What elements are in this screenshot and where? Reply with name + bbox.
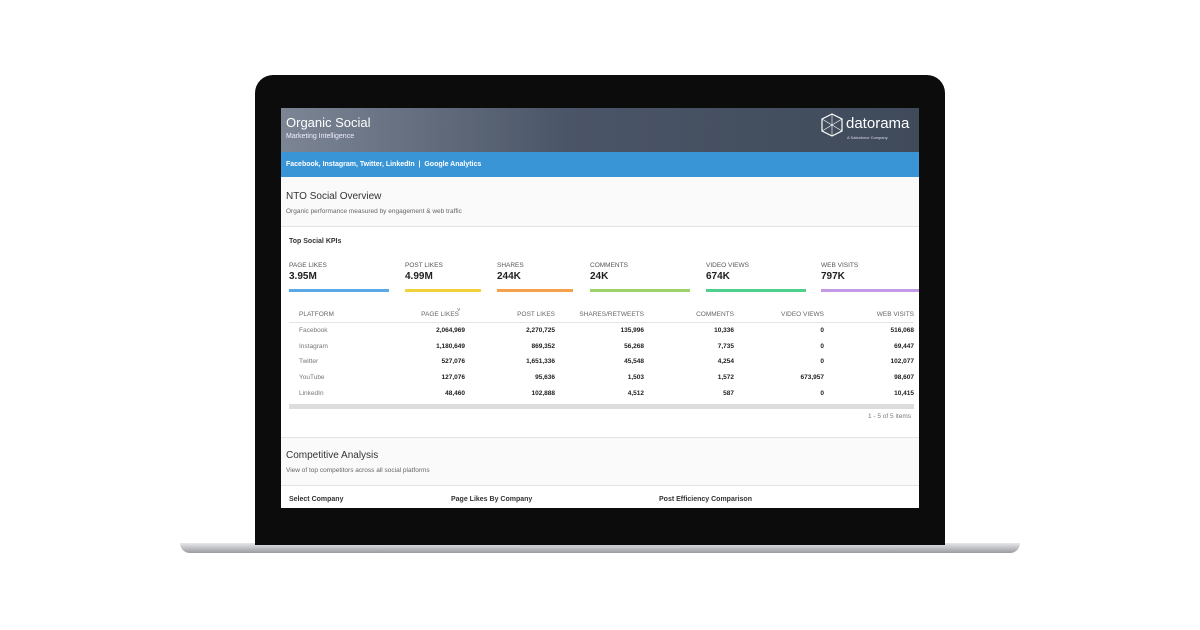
platform-cell: LinkedIn	[299, 389, 324, 397]
header-line	[289, 322, 914, 323]
sort-arrow: ˅	[457, 308, 461, 314]
value-cell: 4,512	[627, 389, 644, 397]
kpi-title: Top Social KPIs	[289, 238, 342, 245]
value-cell: 2,270,725	[526, 327, 555, 334]
platform-cell: YouTube	[299, 374, 325, 382]
column-header: WEB VISITS	[876, 311, 914, 318]
laptop-base	[180, 543, 1020, 553]
header	[281, 108, 919, 152]
logo: datorama	[846, 115, 910, 132]
overview-subtitle: Organic performance measured by engageme…	[286, 208, 462, 215]
value-cell: 869,352	[531, 342, 556, 350]
column-header: PLATFORM	[299, 311, 334, 318]
kpi-label: VIDEO VIEWS	[706, 262, 749, 269]
kpi-value: 3.95M	[289, 271, 317, 282]
kpi-label: COMMENTS	[590, 262, 628, 269]
value-cell: 0	[820, 342, 824, 350]
value-cell: 69,447	[894, 342, 914, 350]
kpi-value: 244K	[497, 271, 521, 282]
value-cell: 0	[820, 327, 824, 334]
column-header: VIDEO VIEWS	[781, 311, 824, 318]
header-title: Organic Social	[286, 115, 371, 130]
value-cell: 2,064,969	[436, 327, 465, 334]
platform-cell: Twitter	[299, 358, 319, 366]
value-cell: 0	[820, 389, 824, 397]
competitive-panel	[281, 485, 919, 508]
value-cell: 527,076	[441, 358, 466, 366]
scrollbar	[289, 404, 914, 409]
kpi-bar	[590, 289, 690, 292]
panel	[281, 226, 919, 438]
nav-text: Facebook, Instagram, Twitter, LinkedIn |…	[286, 161, 482, 168]
kpi-label: WEB VISITS	[821, 262, 859, 269]
value-cell: 48,460	[445, 389, 465, 397]
kpi-label: PAGE LIKES	[289, 262, 327, 269]
kpi-label: SHARES	[497, 262, 524, 269]
overview-title: NTO Social Overview	[286, 191, 382, 202]
value-cell: 135,996	[620, 327, 645, 334]
kpi-bar	[821, 289, 919, 292]
column-header: COMMENTS	[696, 311, 734, 318]
column-header: SHARES/RETWEETS	[579, 311, 644, 318]
nav-bar	[281, 152, 919, 177]
section-title: Page Likes By Company	[451, 496, 533, 503]
competitive-subtitle: View of top competitors across all socia…	[286, 467, 430, 474]
value-cell: 56,268	[624, 342, 644, 350]
competitive-title: Competitive Analysis	[286, 450, 379, 461]
value-cell: 673,957	[800, 374, 825, 382]
platform-cell: Instagram	[299, 342, 328, 350]
value-cell: 0	[820, 358, 824, 366]
value-cell: 127,076	[441, 374, 466, 382]
value-cell: 1,503	[627, 374, 644, 382]
platform-cell: Facebook	[299, 327, 328, 334]
kpi-value: 4.99M	[405, 271, 433, 282]
value-cell: 10,415	[894, 389, 914, 397]
value-cell: 1,572	[717, 374, 734, 382]
kpi-value: 674K	[706, 271, 730, 282]
column-header: POST LIKES	[517, 311, 555, 318]
value-cell: 102,077	[890, 358, 915, 366]
kpi-bar	[706, 289, 806, 292]
kpi-bar	[497, 289, 573, 292]
kpi-value: 24K	[590, 271, 609, 282]
kpi-bar	[289, 289, 389, 292]
value-cell: 1,651,336	[526, 358, 555, 366]
value-cell: 98,607	[894, 374, 914, 382]
value-cell: 4,254	[717, 358, 734, 366]
value-cell: 45,548	[624, 358, 644, 366]
kpi-value: 797K	[821, 271, 845, 282]
value-cell: 7,735	[717, 342, 734, 350]
column-header: PAGE LIKES	[421, 311, 459, 318]
logo-icon	[821, 113, 843, 137]
logo-tagline: A Salesforce Company	[847, 135, 888, 140]
screen: Organic Social Marketing Intelligence da…	[281, 108, 919, 508]
value-cell: 516,068	[890, 327, 915, 334]
section-title: Post Efficiency Comparison	[659, 496, 752, 503]
value-cell: 102,888	[531, 389, 556, 397]
value-cell: 587	[723, 389, 734, 397]
kpi-bar	[405, 289, 481, 292]
value-cell: 95,636	[535, 374, 555, 382]
value-cell: 1,180,649	[436, 342, 465, 350]
laptop-notch	[520, 543, 680, 548]
header-subtitle: Marketing Intelligence	[286, 133, 355, 140]
section-title: Select Company	[289, 496, 344, 503]
value-cell: 10,336	[714, 327, 734, 334]
kpi-label: POST LIKES	[405, 262, 443, 269]
table-footer: 1 - 5 of 5 items	[868, 413, 911, 420]
